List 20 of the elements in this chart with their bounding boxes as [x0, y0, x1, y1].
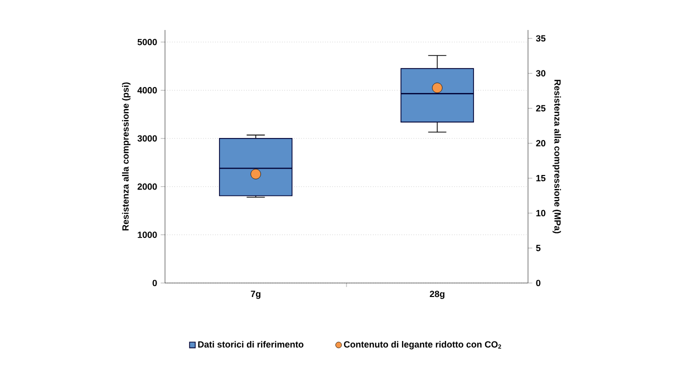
y2-tick-label: 0 — [536, 280, 540, 286]
y-tick-label: 0 — [152, 280, 157, 286]
y2-tick-label: 15 — [536, 175, 546, 182]
y2-tick-label: 25 — [536, 105, 546, 112]
y-tick-label: 3000 — [137, 135, 157, 142]
y2-tick-label: 10 — [536, 210, 546, 216]
y2-tick-label: 35 — [536, 35, 546, 42]
y2-tick-label: 30 — [536, 70, 546, 76]
y-tick-label: 2000 — [138, 183, 157, 190]
y2-tick-label: 5 — [536, 244, 541, 252]
x-tick-label: 7g — [250, 290, 260, 299]
y2-axis-title: Resistenza alla compressione (MPa) — [552, 80, 561, 234]
y-tick-label: 5000 — [138, 38, 157, 46]
y-tick-label: 4000 — [137, 87, 157, 94]
y-tick-label: 1000 — [138, 232, 157, 238]
legend-label: Dati storici di riferimento — [198, 340, 304, 348]
x-tick-label: 28g — [430, 290, 444, 299]
y-axis-title: Resistenza alla compressione (psi) — [122, 82, 130, 230]
legend-label: Contenuto di legante ridotto con CO$_{2}$ — [344, 340, 502, 350]
y2-tick-label: 20 — [536, 140, 546, 146]
